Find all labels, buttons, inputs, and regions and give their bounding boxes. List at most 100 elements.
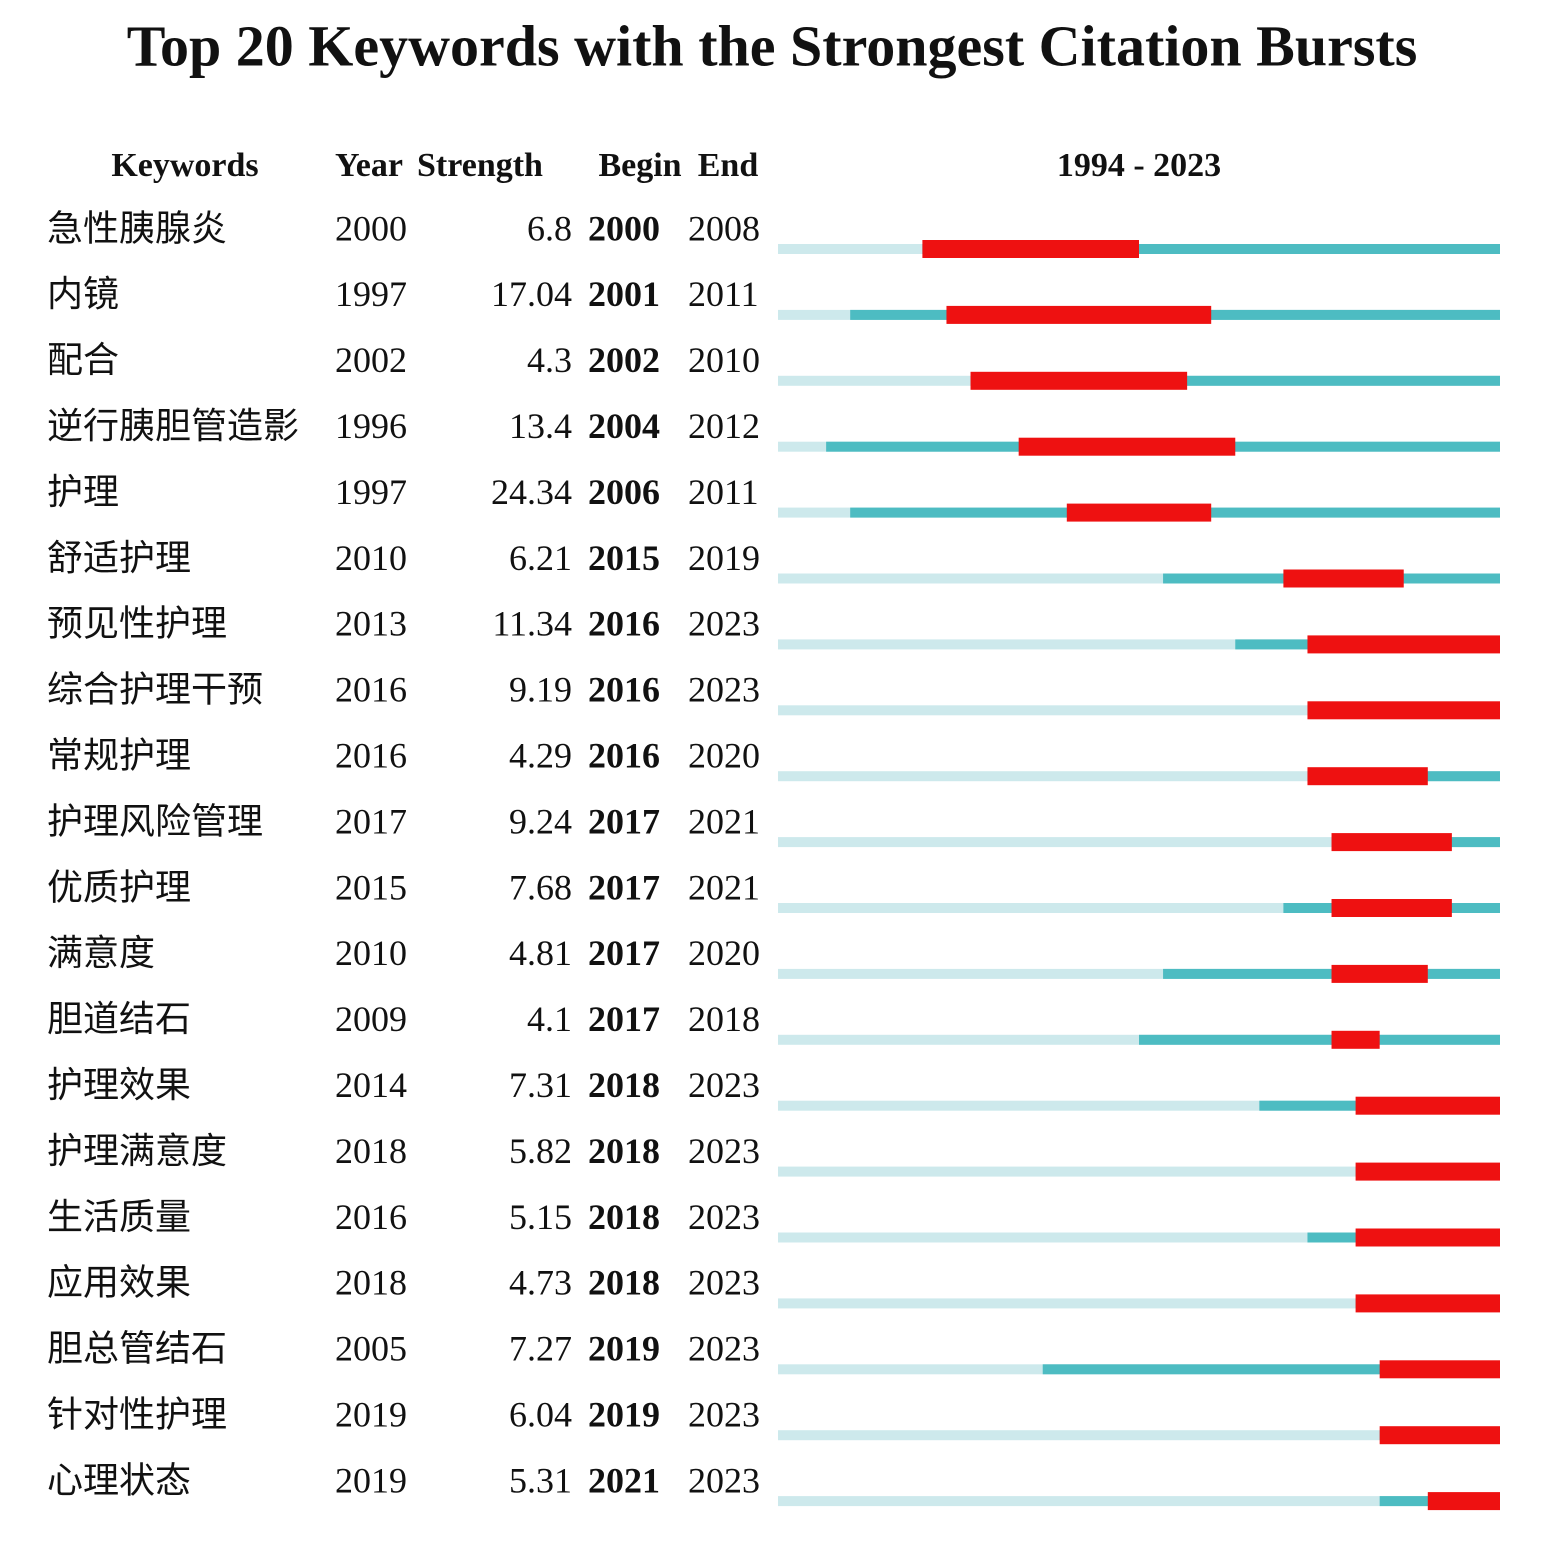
- burst-bar: [1283, 569, 1404, 588]
- keyword: 护理: [47, 472, 119, 512]
- end: 2023: [688, 1394, 760, 1434]
- strength: 13.4: [509, 406, 572, 446]
- year: 1997: [335, 274, 407, 314]
- burst-bar: [1331, 899, 1452, 917]
- burst-bar: [970, 371, 1188, 390]
- burst-bar: [1355, 1162, 1500, 1181]
- begin: 2018: [588, 1065, 660, 1105]
- burst-bar: [946, 305, 1212, 324]
- begin: 2017: [588, 933, 660, 973]
- strength: 6.04: [509, 1394, 572, 1434]
- strength: 5.15: [509, 1197, 572, 1237]
- timeline-base: [778, 1298, 1500, 1309]
- keyword: 急性胰腺炎: [47, 208, 227, 248]
- begin: 2002: [588, 340, 660, 380]
- strength: 11.34: [492, 604, 572, 644]
- burst-bar: [1379, 1426, 1500, 1445]
- year: 2002: [335, 340, 407, 380]
- timeline-base: [778, 1100, 1500, 1111]
- begin: 2004: [588, 406, 660, 446]
- timeline-base: [778, 639, 1500, 650]
- end: 2011: [688, 274, 759, 314]
- keyword: 生活质量: [47, 1197, 191, 1237]
- strength: 9.19: [509, 670, 572, 710]
- timeline-base: [778, 1496, 1500, 1507]
- strength: 24.34: [491, 472, 572, 512]
- year: 2010: [335, 538, 407, 578]
- begin: 2016: [588, 604, 660, 644]
- column-header: Year: [335, 147, 403, 184]
- timeline-base: [778, 771, 1500, 782]
- strength: 4.73: [509, 1263, 572, 1303]
- keyword: 综合护理干预: [47, 670, 263, 710]
- begin: 2019: [588, 1394, 660, 1434]
- strength: 4.81: [509, 933, 572, 973]
- end: 2019: [688, 538, 760, 578]
- strength: 7.31: [509, 1065, 572, 1105]
- year: 1997: [335, 472, 407, 512]
- year: 2019: [335, 1460, 407, 1500]
- begin: 2018: [588, 1197, 660, 1237]
- timeline-base: [778, 1232, 1500, 1243]
- keyword: 内镜: [47, 274, 119, 314]
- end: 2023: [688, 670, 760, 710]
- end: 2012: [688, 406, 760, 446]
- timeline-base: [778, 573, 1500, 584]
- year: 2014: [335, 1065, 407, 1105]
- begin: 2000: [588, 208, 660, 248]
- burst-bar: [1018, 437, 1236, 456]
- begin: 2017: [588, 999, 660, 1039]
- year: 2018: [335, 1263, 407, 1303]
- keyword: 预见性护理: [47, 604, 227, 644]
- keyword: 胆道结石: [47, 999, 191, 1039]
- keyword: 护理效果: [47, 1065, 191, 1105]
- year: 2016: [335, 735, 407, 775]
- burst-bar: [1331, 833, 1452, 852]
- end: 2021: [688, 867, 760, 907]
- keyword: 舒适护理: [47, 538, 191, 578]
- strength: 6.21: [509, 538, 572, 578]
- range-label: 1994 - 2023: [1057, 147, 1221, 184]
- burst-bar: [1331, 1030, 1380, 1049]
- strength: 7.27: [509, 1329, 572, 1369]
- burst-bar: [1379, 1360, 1500, 1379]
- begin: 2017: [588, 867, 660, 907]
- year: 2009: [335, 999, 407, 1039]
- strength: 4.1: [527, 999, 572, 1039]
- end: 2020: [688, 735, 760, 775]
- keyword: 应用效果: [47, 1263, 191, 1303]
- strength: 17.04: [491, 274, 572, 314]
- strength: 7.68: [509, 867, 572, 907]
- end: 2020: [688, 933, 760, 973]
- strength: 5.31: [509, 1460, 572, 1500]
- timeline-base: [778, 837, 1500, 848]
- burst-bar: [1307, 767, 1428, 786]
- column-header: Begin: [598, 147, 681, 184]
- keyword: 优质护理: [47, 867, 191, 907]
- burst-bar: [1427, 1492, 1500, 1511]
- active-span: [1139, 1034, 1500, 1045]
- begin: 2018: [588, 1131, 660, 1171]
- year: 2010: [335, 933, 407, 973]
- end: 2023: [688, 1460, 760, 1500]
- active-span: [922, 244, 1500, 254]
- burst-bar: [1307, 701, 1500, 720]
- keyword: 常规护理: [47, 735, 191, 775]
- keyword: 胆总管结石: [47, 1329, 227, 1369]
- begin: 2016: [588, 735, 660, 775]
- year: 2016: [335, 670, 407, 710]
- begin: 2006: [588, 472, 660, 512]
- year: 2015: [335, 867, 407, 907]
- end: 2011: [688, 472, 759, 512]
- chart-title: Top 20 Keywords with the Strongest Citat…: [127, 13, 1418, 78]
- timeline-base: [778, 968, 1500, 979]
- end: 2023: [688, 1065, 760, 1105]
- begin: 2021: [588, 1460, 660, 1500]
- keyword: 针对性护理: [47, 1394, 227, 1434]
- keyword: 护理满意度: [47, 1131, 227, 1171]
- begin: 2015: [588, 538, 660, 578]
- keyword: 满意度: [47, 933, 155, 973]
- year: 2018: [335, 1131, 407, 1171]
- keyword: 逆行胰胆管造影: [47, 406, 299, 446]
